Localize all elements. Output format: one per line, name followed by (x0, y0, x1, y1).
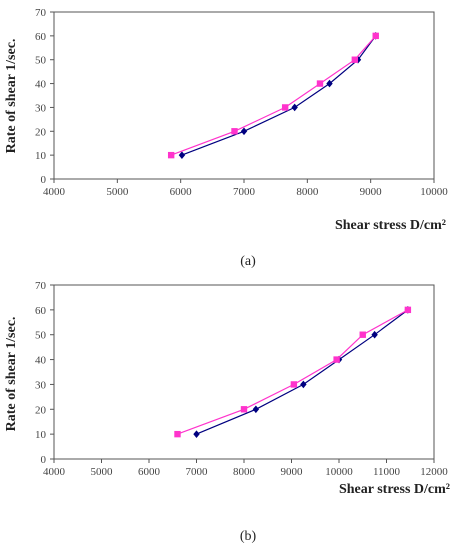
y-tick-label: 10 (35, 429, 47, 441)
plot-frame (53, 284, 435, 460)
x-tick-label: 5000 (91, 466, 114, 478)
y-tick-labels: 0 10 20 30 40 50 60 70 (35, 280, 54, 466)
x-tick-label: 9000 (281, 466, 304, 478)
series-2-point (231, 128, 238, 135)
x-tick-label: 4000 (43, 186, 66, 198)
x-tick-labels: 4000 5000 6000 7000 8000 9000 10000 (43, 179, 448, 198)
y-tick-labels: 0 10 20 30 40 50 60 70 (35, 7, 54, 186)
caption-b: (b) (240, 529, 257, 544)
x-tick-label: 9000 (360, 186, 383, 198)
x-tick-labels: 4000 5000 6000 7000 8000 9000 10000 11000 12000 (43, 459, 448, 478)
series-1-point (193, 430, 200, 438)
series-1-point (371, 330, 378, 339)
x-tick-label: 6000 (138, 466, 161, 478)
x-tick-label: 6000 (170, 186, 193, 198)
x-tick-label: 11000 (373, 466, 401, 478)
y-tick-label: 20 (35, 404, 47, 416)
caption-a: (a) (240, 254, 256, 269)
y-axis-label: Rate of shear 1/sec. (4, 317, 19, 432)
y-tick-label: 0 (41, 174, 47, 186)
y-tick-label: 60 (35, 31, 47, 43)
series-2-point (174, 430, 181, 438)
y-tick-label: 40 (35, 79, 47, 91)
series-1-point (252, 405, 260, 414)
x-tick-label: 4000 (43, 466, 66, 478)
series-2-point (167, 151, 175, 159)
series-2-point (351, 56, 359, 63)
y-tick-label: 0 (41, 454, 47, 466)
series-2-point (404, 306, 412, 314)
series-1-point (326, 79, 333, 88)
series-1-point (240, 127, 248, 136)
series-1-line (196, 309, 409, 435)
chart-a: 0 10 20 30 40 50 60 70 4000 5000 6000 7000 8000 9000… (4, 7, 448, 269)
series-group (174, 306, 412, 438)
x-tick-label: 7000 (233, 186, 256, 198)
y-tick-label: 20 (35, 126, 47, 138)
y-tick-label: 30 (35, 102, 47, 114)
y-tick-label: 70 (35, 7, 47, 19)
series-2-point (333, 356, 340, 363)
x-tick-label: 8000 (233, 466, 256, 478)
x-axis-label: Shear stress D/cm² (335, 218, 446, 233)
series-1-point (291, 103, 298, 112)
series-2-line (177, 309, 409, 435)
series-2-line (170, 35, 377, 156)
y-tick-label: 10 (35, 150, 47, 162)
x-tick-label: 10000 (420, 186, 448, 198)
y-tick-label: 50 (35, 330, 47, 342)
series-1-line (181, 35, 377, 156)
x-tick-label: 8000 (296, 186, 319, 198)
y-tick-label: 50 (35, 55, 47, 67)
series-2-point (316, 80, 324, 87)
x-tick-label: 7000 (186, 466, 209, 478)
series-1-point (300, 380, 307, 389)
series-2-point (372, 32, 379, 40)
series-group (167, 32, 379, 159)
y-tick-label: 60 (35, 305, 47, 317)
x-axis-label: Shear stress D/cm² (339, 482, 450, 497)
series-2-point (281, 104, 289, 111)
y-axis-label: Rate of shear 1/sec. (4, 39, 19, 154)
y-tick-label: 70 (35, 280, 47, 292)
y-tick-label: 40 (35, 355, 47, 367)
series-2-point (240, 406, 248, 413)
series-1-point (178, 151, 186, 159)
chart-b: 0 10 20 30 40 50 60 70 4000 5000 6000 7000 8000 9000… (4, 280, 450, 544)
x-tick-label: 12000 (420, 466, 448, 478)
series-2-point (359, 331, 366, 338)
y-tick-label: 30 (35, 379, 47, 391)
series-2-point (290, 381, 298, 388)
x-tick-label: 5000 (106, 186, 129, 198)
x-tick-label: 10000 (325, 466, 353, 478)
